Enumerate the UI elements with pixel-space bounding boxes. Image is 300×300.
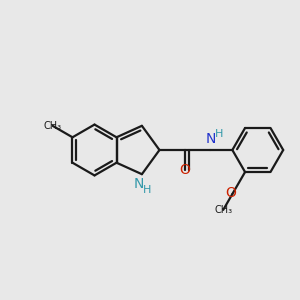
Text: H: H [143,185,152,195]
Text: O: O [179,163,190,177]
Text: O: O [226,186,236,200]
Text: N: N [134,177,144,190]
Text: CH₃: CH₃ [214,205,232,215]
Text: N: N [205,132,215,145]
Text: H: H [215,129,223,139]
Text: CH₃: CH₃ [44,121,62,131]
